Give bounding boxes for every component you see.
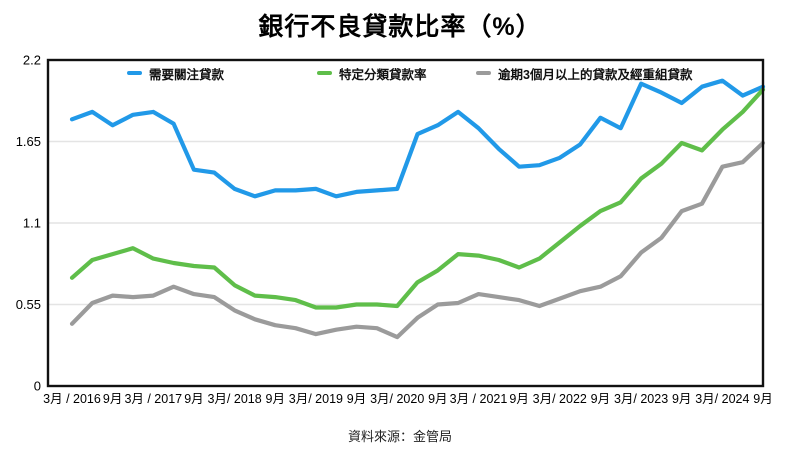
y-tick-label: 1.1 xyxy=(23,216,41,231)
x-tick-label: 3月/ 2023 xyxy=(614,392,668,406)
gridlines xyxy=(48,140,763,306)
legend-dash-icon xyxy=(127,71,142,75)
y-tick-label: 2.2 xyxy=(23,53,41,68)
line-classified-loans xyxy=(69,87,766,310)
legend-item-classified-loans: 特定分類貸款率 xyxy=(317,64,427,82)
legend-dash-icon xyxy=(476,71,491,75)
x-tick-label: 9月 xyxy=(184,392,203,406)
line-overdue-3m-and-rescheduled-loans xyxy=(69,140,766,340)
axis-box xyxy=(46,58,765,388)
legend-dash-icon xyxy=(317,71,332,75)
x-tick-label: 9月 xyxy=(266,392,285,406)
x-tick-label: 3月/ 2020 xyxy=(370,392,424,406)
x-tick-label: 3月/ 2019 xyxy=(289,392,343,406)
x-tick-label: 9月 xyxy=(509,392,528,406)
x-tick-label: 9月 xyxy=(753,392,772,406)
source-note: 資料來源：金管局 xyxy=(347,429,452,444)
y-axis-labels: 0 0.55 1.1 1.65 2.2 xyxy=(16,53,41,394)
x-axis-labels: 3月 / 2016 9月 3月 / 2017 9月 3月/ 2018 9月 3月/ 2019… xyxy=(43,392,773,406)
x-tick-label: 3月 / 2021 xyxy=(450,392,508,406)
x-tick-label: 9月 xyxy=(347,392,366,406)
x-tick-label: 3月/ 2018 xyxy=(207,392,261,406)
line-special-mention-loans xyxy=(69,78,766,199)
y-tick-label: 0 xyxy=(34,379,41,394)
x-tick-label: 9月 xyxy=(103,392,122,406)
x-tick-label: 3月/ 2024 xyxy=(695,392,749,406)
x-tick-label: 9月 xyxy=(428,392,447,406)
chart-title: 銀行不良貸款比率（%） xyxy=(258,13,542,41)
y-tick-label: 1.65 xyxy=(16,134,41,149)
series-lines xyxy=(69,78,766,340)
legend-item-special-mention-loans: 需要關注貸款 xyxy=(127,64,224,82)
legend-label: 逾期3個月以上的貸款及經重組貸款 xyxy=(498,67,693,82)
legend-label: 特定分類貸款率 xyxy=(339,67,427,82)
legend-label: 需要關注貸款 xyxy=(149,67,225,82)
legend: 需要關注貸款 特定分類貸款率 逾期3個月以上的貸款及經重組貸款 xyxy=(0,64,800,82)
x-tick-label: 3月 / 2017 xyxy=(124,392,182,406)
x-tick-label: 9月 xyxy=(591,392,610,406)
plot-border xyxy=(46,58,765,388)
y-tick-label: 0.55 xyxy=(16,297,41,312)
x-tick-label: 3月 / 2016 xyxy=(43,392,101,406)
x-tick-label: 9月 xyxy=(672,392,691,406)
legend-item-overdue-rescheduled-loans: 逾期3個月以上的貸款及經重組貸款 xyxy=(476,64,692,82)
x-tick-label: 3月/ 2022 xyxy=(533,392,587,406)
